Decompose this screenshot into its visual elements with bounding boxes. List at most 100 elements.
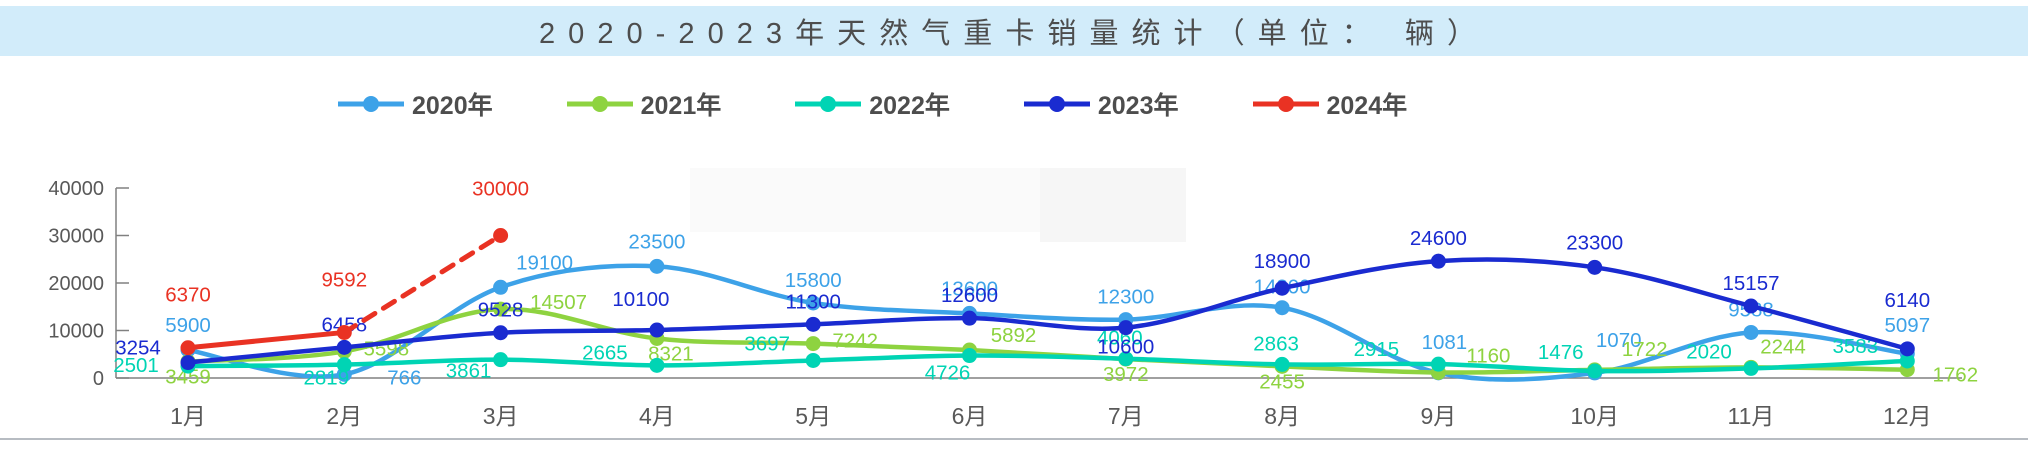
y-axis-label: 0	[93, 368, 104, 390]
data-label-2023年: 15157	[1722, 272, 1779, 295]
watermark-patch	[690, 168, 1062, 232]
series-line-forecast-2024年	[341, 233, 504, 335]
data-label-2024年: 30000	[472, 178, 529, 201]
data-label-2023年: 6140	[1884, 289, 1930, 312]
data-point-2023年	[805, 316, 821, 332]
data-point-2023年	[180, 355, 196, 371]
legend-label: 2022年	[869, 92, 950, 120]
legend-label: 2021年	[640, 92, 722, 120]
data-point-2024年	[493, 228, 509, 243]
data-label-2023年: 12600	[941, 284, 998, 307]
data-point-2022年	[1587, 363, 1603, 379]
data-label-2022年: 2915	[1354, 338, 1400, 361]
legend-marker-dot	[1277, 96, 1294, 112]
watermark-patch	[1040, 168, 1186, 242]
legend-marker-dot	[363, 96, 379, 112]
data-label-2020年: 1070	[1596, 329, 1642, 352]
legend-marker-dot	[820, 96, 837, 112]
data-point-2024年	[180, 340, 196, 356]
data-label-2021年: 1762	[1932, 364, 1978, 387]
data-point-2023年	[649, 322, 665, 338]
data-label-2021年: 5892	[991, 324, 1037, 347]
data-label-2023年: 10600	[1097, 336, 1154, 359]
x-axis-label: 6月	[952, 403, 988, 429]
data-point-2023年	[336, 339, 352, 355]
data-point-2023年	[1899, 341, 1915, 357]
y-axis-label: 10000	[48, 321, 104, 343]
data-point-2022年	[336, 357, 352, 373]
x-axis-label: 7月	[1108, 403, 1144, 429]
data-label-2022年: 3861	[446, 360, 492, 383]
data-point-2020年	[649, 258, 665, 274]
data-label-2023年: 10100	[612, 288, 669, 311]
data-label-2020年: 5097	[1884, 314, 1930, 337]
data-label-2020年: 1081	[1422, 331, 1468, 354]
data-label-2023年: 24600	[1410, 227, 1467, 250]
data-label-2021年: 2455	[1259, 370, 1305, 393]
data-label-2021年: 14507	[530, 291, 587, 314]
data-label-2022年: 3583	[1832, 335, 1878, 358]
chart-title: 2020-2023年天然气重卡销量统计（单位： 辆）	[538, 18, 1490, 50]
data-point-2023年	[1743, 298, 1759, 314]
data-point-2023年	[1274, 280, 1290, 296]
legend-label: 2023年	[1097, 92, 1179, 120]
data-label-2020年: 5900	[165, 314, 211, 337]
series-line-2022年	[185, 353, 1910, 374]
data-label-2020年: 12300	[1097, 286, 1154, 309]
legend-label: 2020年	[412, 92, 493, 120]
chart-legend: 2020年 2021年 2022年 2023年 2024年	[338, 86, 1407, 122]
x-axis-label: 4月	[639, 403, 675, 429]
data-point-2023年	[962, 310, 977, 326]
data-point-2023年	[1430, 253, 1446, 269]
legend-marker-icon	[338, 96, 404, 112]
data-label-2020年: 15800	[785, 269, 842, 292]
data-label-2020年: 23500	[628, 230, 685, 253]
data-label-2022年: 2819	[303, 367, 349, 390]
legend-item-2020年: 2020年	[338, 86, 493, 122]
data-label-2022年: 4726	[925, 362, 971, 385]
data-point-2020年	[1274, 300, 1290, 316]
data-point-2023年	[493, 325, 509, 341]
data-label-2023年: 23300	[1566, 231, 1623, 254]
legend-label: 2024年	[1326, 92, 1408, 120]
data-point-2022年	[1118, 351, 1134, 367]
legend-marker-icon	[1252, 96, 1319, 112]
y-axis-label: 20000	[48, 273, 104, 295]
data-label-2022年: 2665	[582, 341, 628, 364]
data-label-2022年: 1476	[1538, 341, 1584, 364]
series-line-2024年	[185, 329, 347, 351]
data-point-2020年	[1743, 324, 1759, 340]
legend-item-2021年: 2021年	[566, 86, 722, 122]
chart-title-bar: 2020-2023年天然气重卡销量统计（单位： 辆）	[0, 6, 2028, 56]
legend-item-2022年: 2022年	[795, 86, 950, 122]
data-point-2022年	[962, 348, 977, 364]
x-axis-label: 1月	[170, 403, 206, 429]
x-axis-label: 11月	[1728, 403, 1775, 429]
x-axis-label: 9月	[1421, 403, 1457, 429]
data-label-2022年: 2501	[113, 354, 159, 377]
data-point-2024年	[336, 324, 352, 340]
bottom-divider	[0, 438, 2028, 440]
data-label-2022年: 2020	[1686, 340, 1732, 363]
data-label-2023年: 18900	[1254, 250, 1311, 273]
data-point-2021年	[493, 301, 509, 317]
data-label-2021年: 2244	[1760, 335, 1806, 358]
x-axis-label: 8月	[1264, 403, 1300, 429]
data-label-2023年: 11300	[785, 290, 840, 313]
data-label-2021年: 1722	[1622, 338, 1668, 361]
x-axis-label: 12月	[1883, 403, 1932, 429]
data-point-2021年	[805, 336, 821, 352]
data-label-2023年: 3254	[115, 337, 161, 360]
legend-marker-dot	[1048, 96, 1065, 112]
data-label-2020年: 19100	[516, 251, 573, 274]
data-point-2023年	[1118, 320, 1134, 336]
legend-marker-dot	[591, 96, 608, 112]
data-label-2020年: 13600	[941, 277, 998, 300]
data-point-2022年	[493, 352, 509, 368]
data-point-2020年	[805, 295, 821, 311]
x-axis-label: 10月	[1570, 403, 1619, 429]
legend-marker-icon	[1023, 96, 1090, 112]
data-point-2020年	[493, 279, 509, 295]
y-axis-label: 30000	[48, 226, 104, 248]
